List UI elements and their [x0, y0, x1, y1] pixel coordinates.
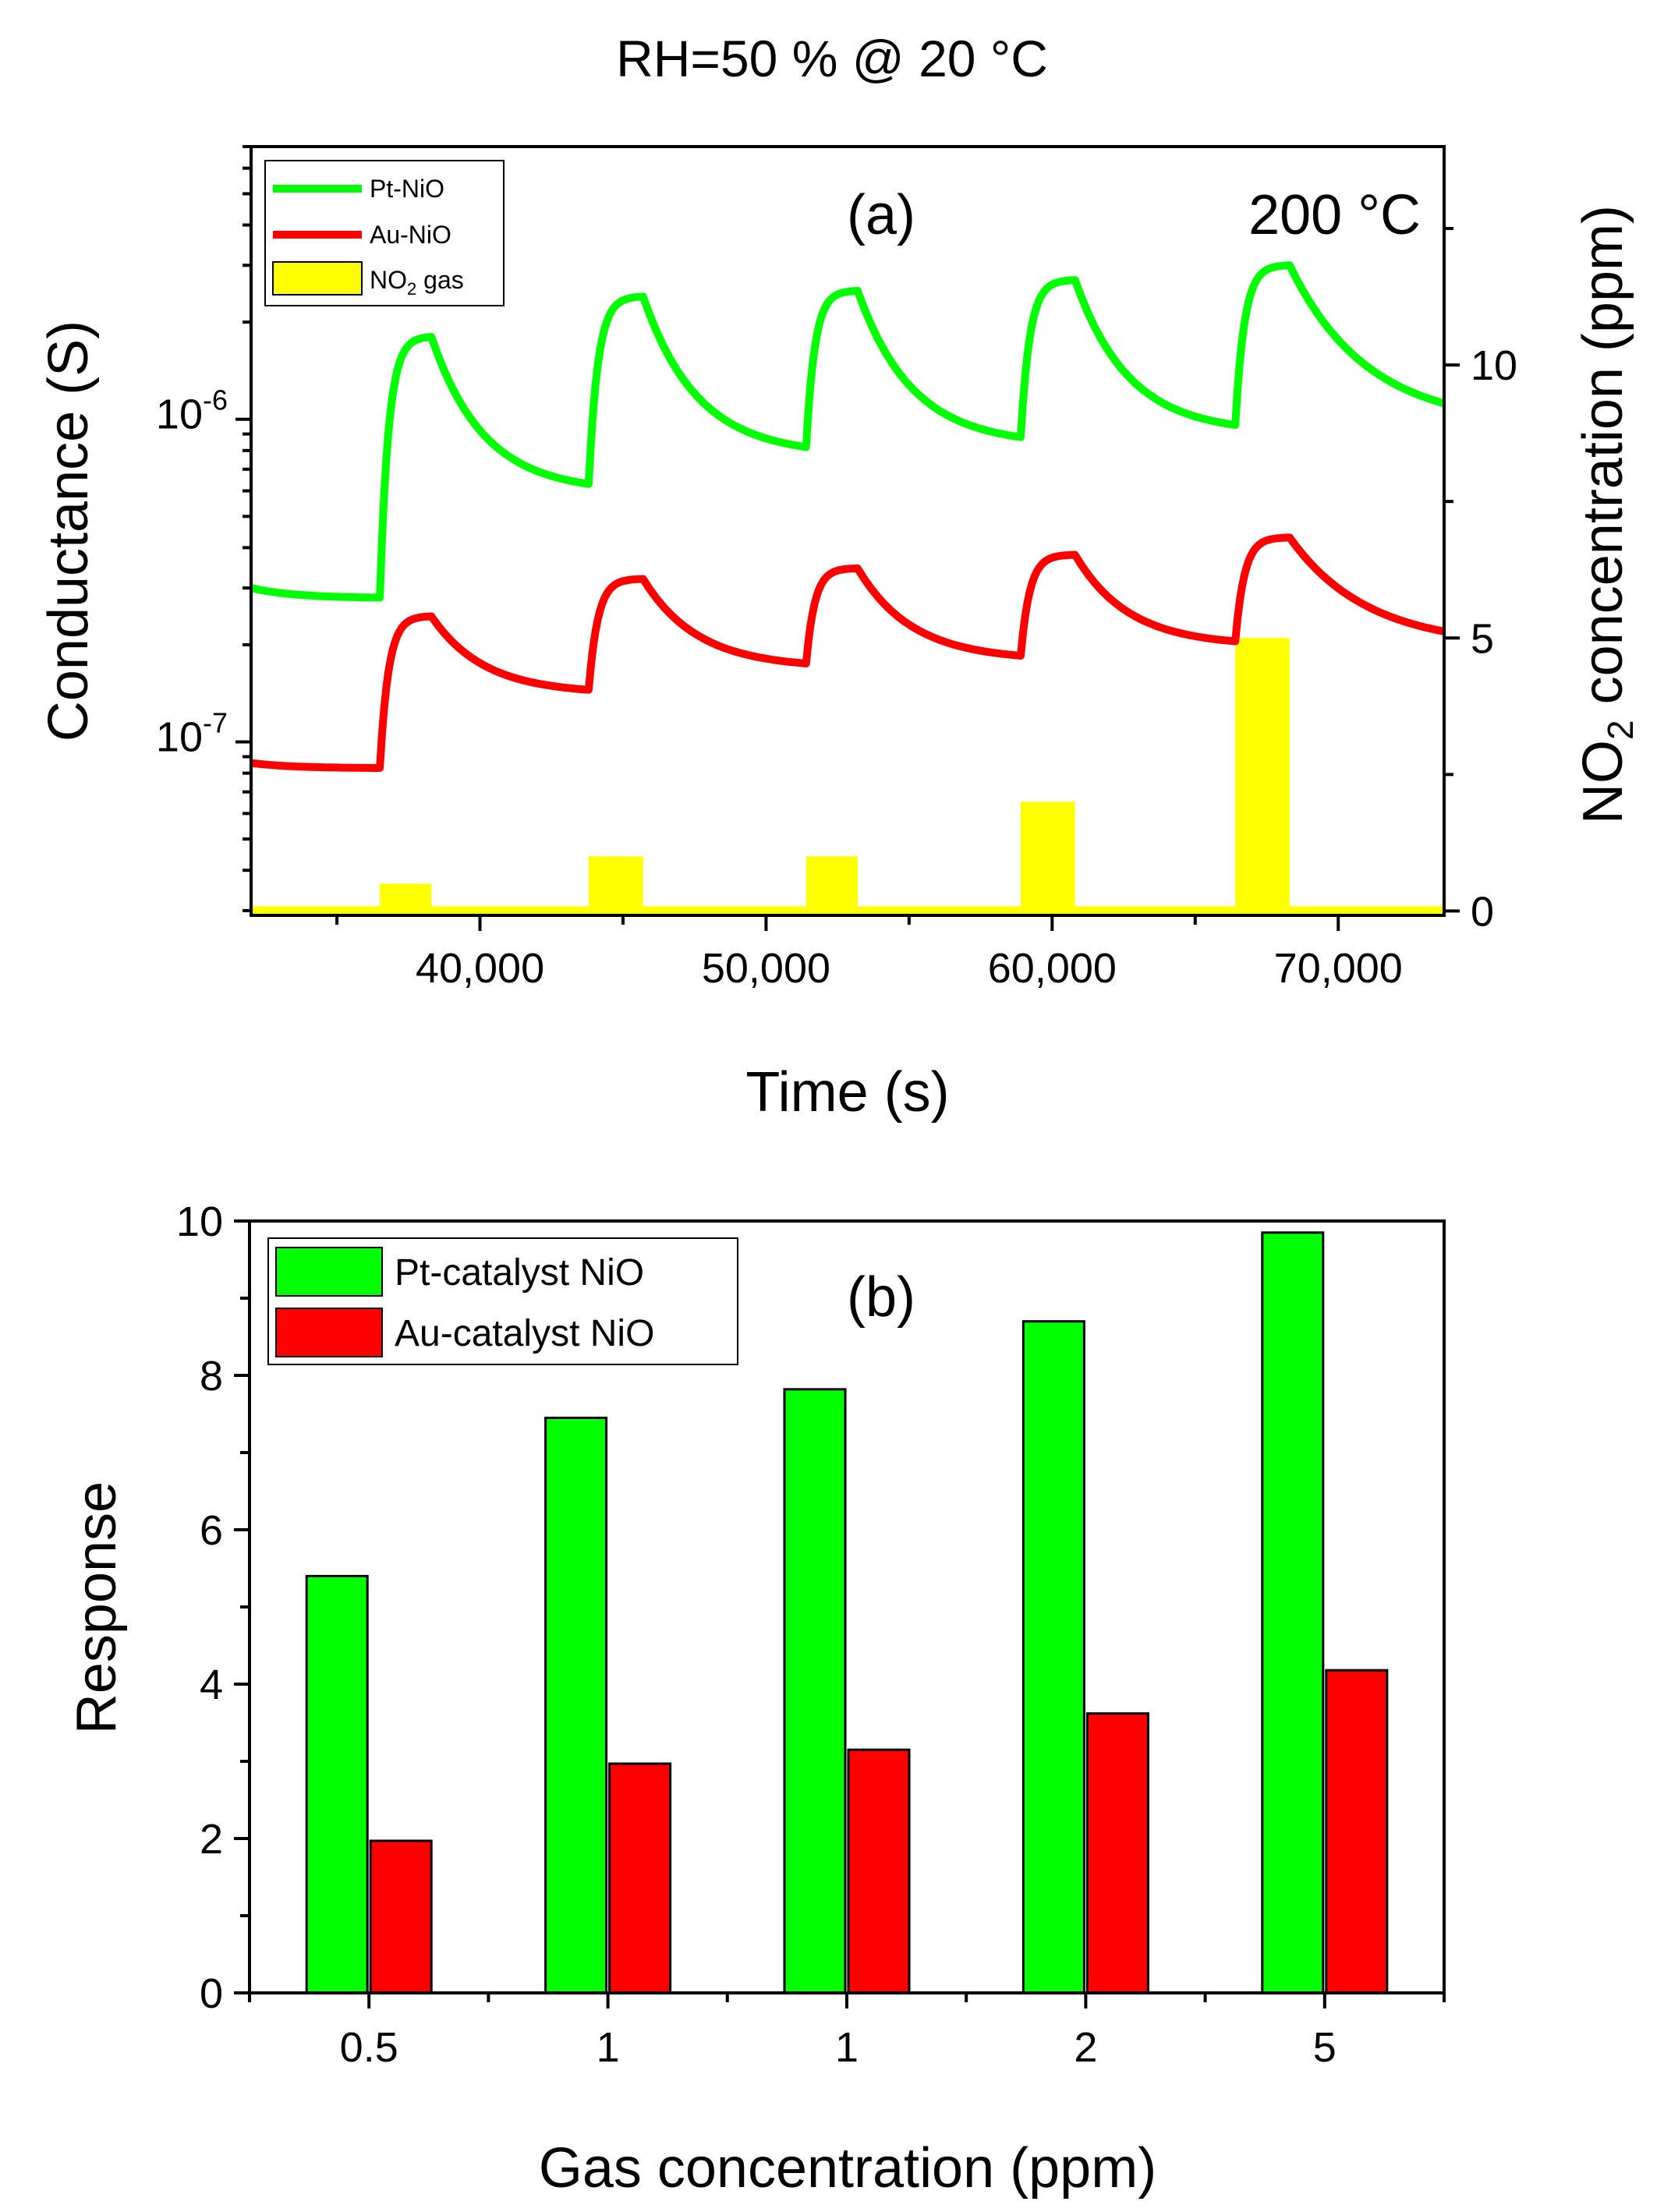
panel-b-legend: Pt-catalyst NiO Au-catalyst NiO [267, 1237, 738, 1365]
y-tick-label: 10-6 [156, 384, 228, 438]
temperature-annotation: 200 °C [1248, 184, 1421, 246]
panel-a-ticks: 40,000 50,000 60,000 70,000 10-7 10-6 0 5 10 [156, 145, 1517, 992]
bar-au-5 [1325, 1669, 1389, 1994]
gas-pulse-bar-2 [588, 856, 643, 915]
gas-pulse-bar-5 [1235, 638, 1290, 915]
y-tick-label: 10-7 [156, 707, 228, 761]
x-tick-label: 2 [1074, 2024, 1097, 2071]
gas-pulse-bar-1 [380, 883, 432, 915]
panel-b-ticks: 0 2 4 6 8 10 0.5 1 1 2 5 [176, 1198, 1446, 2071]
bar-pt-3 [783, 1388, 847, 1994]
bar-pt-1 [305, 1574, 369, 1994]
legend-swatch-au-catalyst [275, 1308, 383, 1357]
panel-a-conductance-chart: 40,000 50,000 60,000 70,000 10-7 10-6 0 5 10 (a)… [37, 145, 1641, 1124]
series-line-pt-nio [250, 261, 1446, 602]
bar-au-1 [369, 1839, 433, 1994]
panel-b-label: (b) [847, 1266, 915, 1329]
gas-pulse-bar-4 [1020, 802, 1075, 915]
panel-b-xlabel: Gas concentration (ppm) [539, 2137, 1156, 2200]
series-line-au-nio [250, 533, 1445, 772]
y-tick-label: 8 [200, 1353, 223, 1400]
bar-pt-4 [1021, 1320, 1085, 1994]
panel-a-ylabel: Conductance (S) [37, 320, 100, 741]
panel-b-response-chart: 0 2 4 6 8 10 0.5 1 1 2 5 (b) Gas concentration (pp… [65, 1198, 1446, 2200]
gas-pulse-bar-3 [805, 856, 858, 915]
legend-swatch-gas [272, 261, 363, 296]
gas-pulse-bars [251, 638, 1444, 915]
figure-title: RH=50 % @ 20 °C [616, 30, 1048, 87]
x-tick-label: 50,000 [702, 945, 830, 992]
x-tick-label: 5 [1313, 2024, 1337, 2071]
y-tick-label: 10 [176, 1198, 223, 1245]
bar-pt-2 [544, 1416, 608, 1994]
x-tick-label: 60,000 [988, 945, 1117, 992]
x-tick-label: 70,000 [1274, 945, 1403, 992]
legend-swatch-pt-catalyst [275, 1247, 383, 1297]
legend-label-pt: Pt-NiO [370, 175, 444, 203]
bar-au-4 [1085, 1712, 1149, 1994]
y-tick-label: 2 [200, 1816, 223, 1863]
panel-a-ylabel-right: NO2 concentration (ppm) [1572, 205, 1641, 824]
legend-label-gas: NO2 gas [370, 266, 464, 299]
y2-tick-label: 10 [1471, 342, 1517, 389]
bar-au-2 [608, 1762, 672, 1994]
legend-label-au: Au-NiO [370, 221, 451, 249]
conductance-series [250, 261, 1446, 772]
x-tick-label: 0.5 [340, 2024, 398, 2071]
panel-b-ylabel: Response [65, 1481, 128, 1734]
x-tick-label: 1 [597, 2024, 620, 2071]
x-tick-label: 40,000 [416, 945, 544, 992]
bar-pt-5 [1261, 1231, 1325, 1994]
panel-a-xlabel: Time (s) [745, 1061, 949, 1124]
legend-label-au-catalyst: Au-catalyst NiO [395, 1313, 654, 1354]
y-tick-label: 4 [200, 1662, 223, 1708]
y2-tick-label: 0 [1471, 888, 1494, 935]
panel-a-legend: Pt-NiO Au-NiO NO2 gas [264, 160, 505, 306]
y-tick-label: 6 [200, 1507, 223, 1554]
y-tick-label: 0 [200, 1970, 223, 2017]
x-tick-label: 1 [835, 2024, 859, 2071]
y2-tick-label: 5 [1471, 615, 1494, 662]
panel-a-frame [250, 145, 1446, 917]
panel-a-label: (a) [847, 184, 915, 246]
bar-au-3 [847, 1748, 911, 1994]
legend-label-pt-catalyst: Pt-catalyst NiO [395, 1252, 644, 1294]
